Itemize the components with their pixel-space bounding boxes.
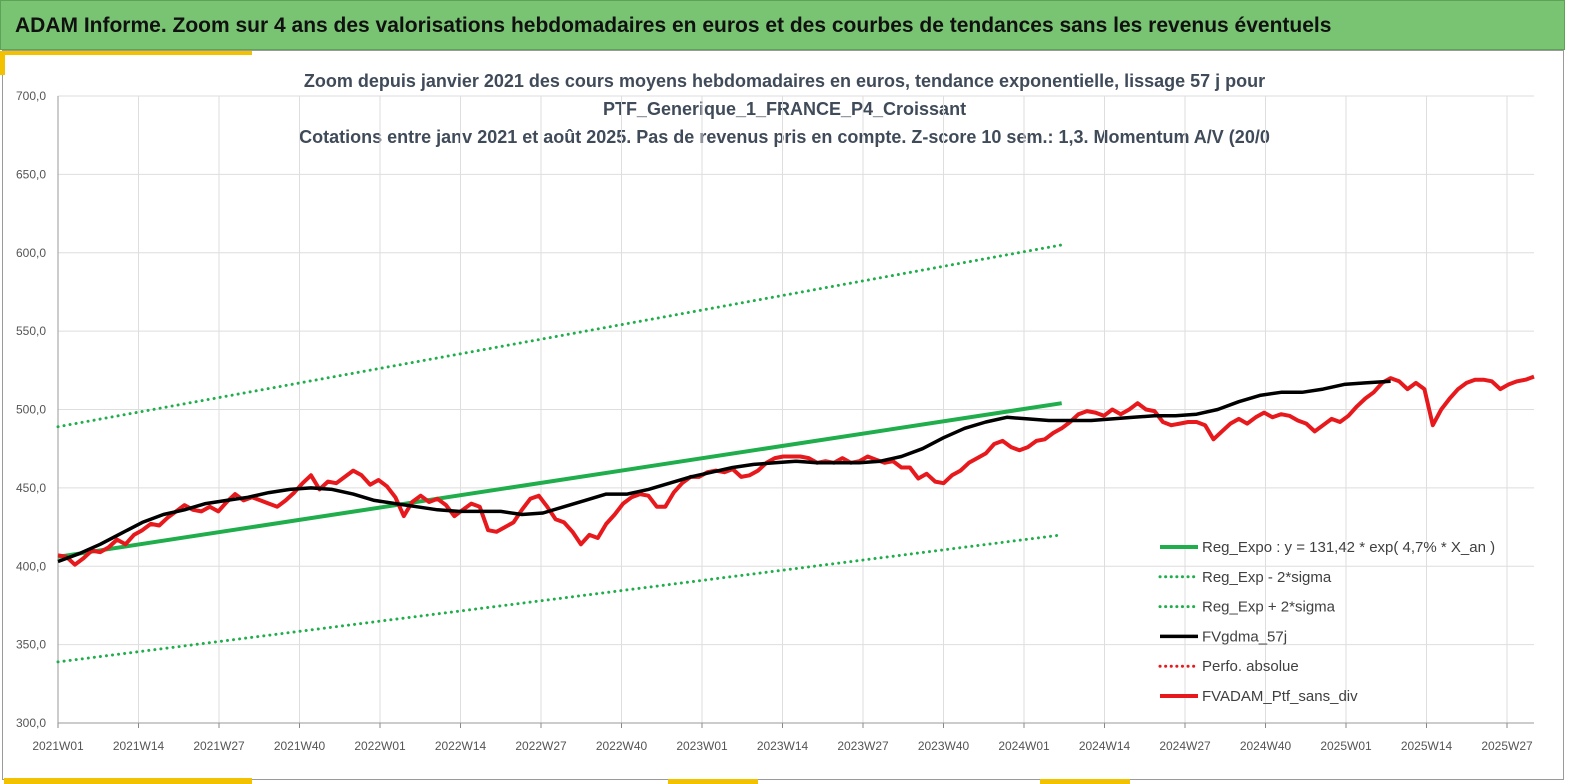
x-tick-label: 2025W27 (1481, 739, 1533, 753)
x-tick-label: 2025W01 (1320, 739, 1372, 753)
x-tick-label: 2023W14 (757, 739, 809, 753)
chart-series (56, 243, 1535, 664)
header-bar: ADAM Informe. Zoom sur 4 ans des valoris… (0, 0, 1565, 50)
chart-legend: Reg_Expo : y = 131,42 * exp( 4,7% * X_an… (1158, 539, 1495, 705)
y-tick-label: 300,0 (16, 716, 46, 730)
y-tick-label: 450,0 (16, 481, 46, 495)
accent-stripe-bottom-mid (668, 779, 758, 784)
x-tick-label: 2024W14 (1079, 739, 1131, 753)
series-line-0 (57, 401, 1063, 559)
x-tick-label: 2025W14 (1401, 739, 1453, 753)
x-tick-label: 2024W01 (998, 739, 1050, 753)
legend-label-1: Reg_Exp - 2*sigma (1202, 569, 1332, 586)
x-tick-label: 2021W27 (193, 739, 245, 753)
x-tick-label: 2022W40 (596, 739, 648, 753)
x-tick-label: 2023W40 (918, 739, 970, 753)
chart-title-line-3: Cotations entre janv 2021 et août 2025. … (299, 127, 1270, 147)
legend-label-4: Perfo. absolue (1202, 658, 1299, 675)
chart-title-line-1: Zoom depuis janvier 2021 des cours moyen… (303, 71, 1266, 91)
accent-stripe-bottom-right (1040, 779, 1130, 784)
y-tick-label: 650,0 (16, 167, 46, 181)
x-tick-label: 2024W27 (1159, 739, 1211, 753)
y-tick-label: 550,0 (16, 324, 46, 338)
accent-stripe-left (0, 51, 5, 75)
x-tick-label: 2022W01 (354, 739, 406, 753)
accent-stripe-bottom (4, 778, 252, 784)
legend-label-3: FVgdma_57j (1202, 628, 1287, 645)
series-line-5 (57, 374, 1535, 567)
x-tick-label: 2023W27 (837, 739, 889, 753)
series-line-1 (56, 533, 1064, 664)
series-line-3 (57, 379, 1391, 564)
y-tick-label: 400,0 (16, 559, 46, 573)
accent-stripe-top (4, 51, 252, 55)
chart-title-line-2: PTF_Generique_1_FRANCE_P4_Croissant (602, 99, 967, 119)
series-line-2 (56, 243, 1064, 429)
y-tick-label: 500,0 (16, 403, 46, 417)
x-tick-label: 2022W27 (515, 739, 567, 753)
x-tick-label: 2023W01 (676, 739, 728, 753)
legend-label-0: Reg_Expo : y = 131,42 * exp( 4,7% * X_an… (1202, 539, 1495, 556)
y-tick-label: 700,0 (16, 89, 46, 103)
legend-label-2: Reg_Exp + 2*sigma (1202, 599, 1336, 616)
x-tick-label: 2021W01 (32, 739, 84, 753)
x-tick-label: 2021W14 (113, 739, 165, 753)
y-tick-label: 600,0 (16, 246, 46, 260)
header-title: ADAM Informe. Zoom sur 4 ans des valoris… (15, 14, 1332, 37)
x-tick-label: 2024W40 (1240, 739, 1292, 753)
legend-label-5: FVADAM_Ptf_sans_div (1202, 688, 1358, 705)
x-tick-label: 2022W14 (435, 739, 487, 753)
y-tick-label: 350,0 (16, 638, 46, 652)
chart-grid (57, 95, 1534, 724)
x-tick-label: 2021W40 (274, 739, 326, 753)
chart-axes: 300,0 350,0 400,0 450,0 500,0 550,0 600,0 650,0… (16, 89, 1534, 753)
